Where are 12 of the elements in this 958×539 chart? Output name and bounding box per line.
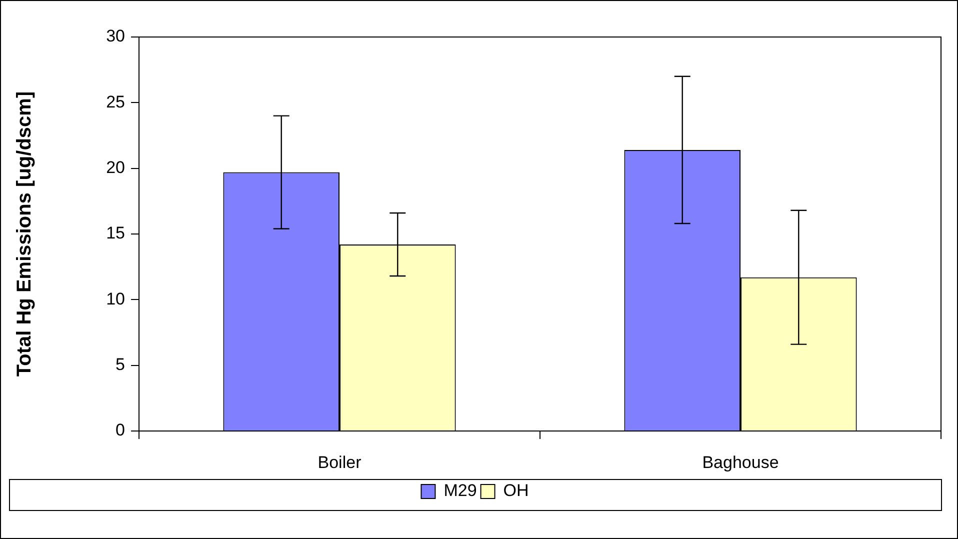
- legend-label: M29: [444, 481, 477, 500]
- y-tick-label: 20: [106, 158, 125, 178]
- y-axis-title: Total Hg Emissions [ug/dscm]: [14, 91, 36, 377]
- y-tick-label: 5: [116, 355, 125, 374]
- y-tick-label: 25: [106, 92, 125, 112]
- y-tick-label: 15: [106, 224, 125, 243]
- x-tick-label: Boiler: [318, 452, 362, 472]
- legend-label: OH: [503, 481, 529, 500]
- y-tick-label: 30: [106, 26, 125, 46]
- y-tick-label: 10: [106, 289, 125, 308]
- y-tick-label: 0: [116, 420, 125, 440]
- x-tick-label: Baghouse: [702, 452, 779, 472]
